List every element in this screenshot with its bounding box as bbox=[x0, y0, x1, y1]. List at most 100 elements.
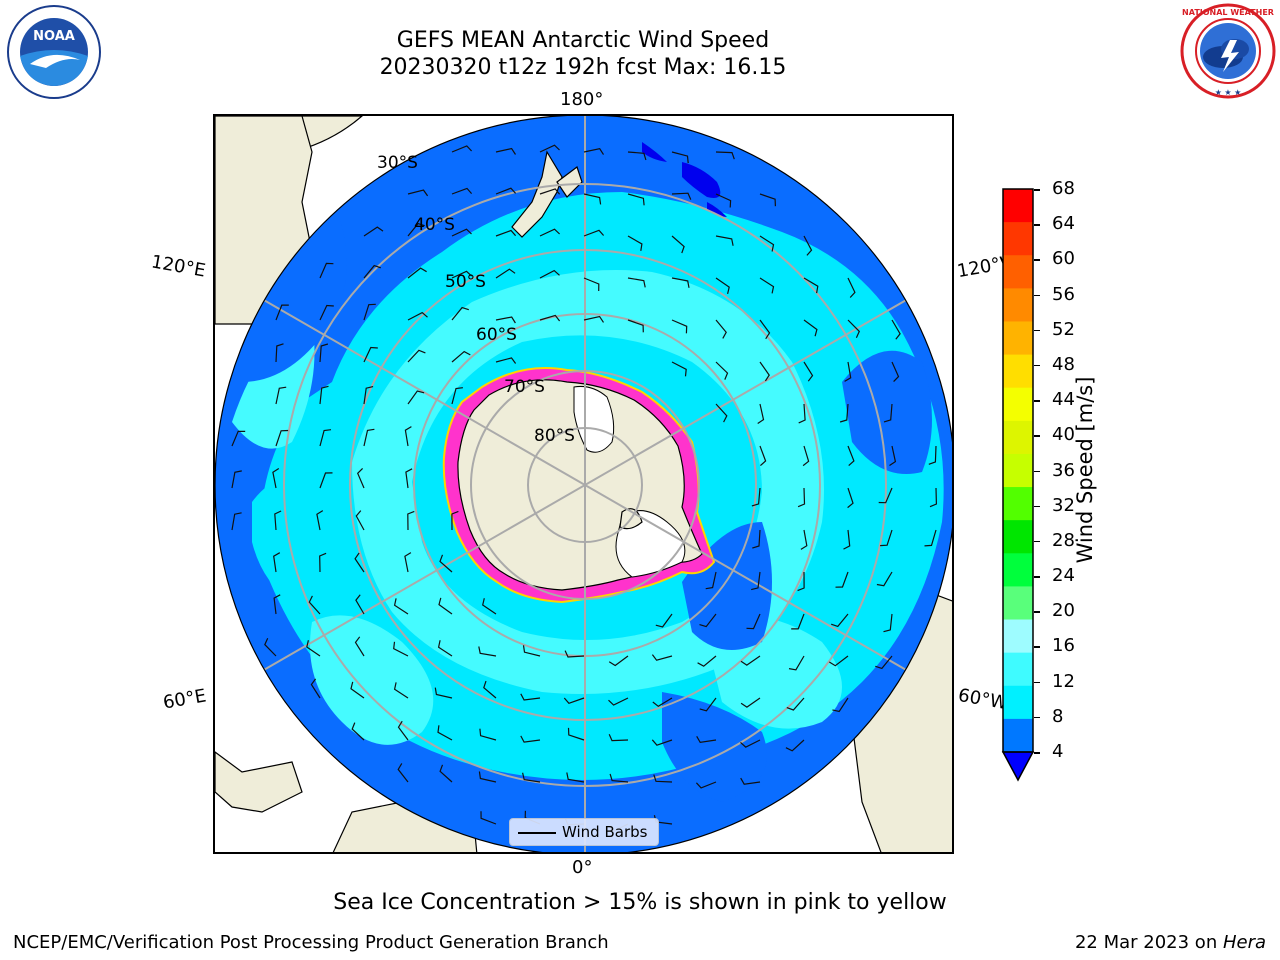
wind-barb bbox=[785, 739, 805, 752]
wind-barb bbox=[651, 654, 673, 661]
wind-barb bbox=[495, 147, 517, 155]
wind-barb bbox=[752, 529, 761, 549]
wind-barb bbox=[437, 640, 453, 657]
wind-barb bbox=[275, 429, 289, 447]
colorbar-segment bbox=[1003, 420, 1033, 455]
wind-barb bbox=[319, 385, 329, 405]
colorbar-tick-mark bbox=[1034, 224, 1040, 226]
wind-barb bbox=[671, 277, 690, 288]
colorbar-tick-label: 52 bbox=[1052, 318, 1075, 340]
wind-barb bbox=[889, 445, 897, 467]
wind-barb bbox=[608, 697, 629, 706]
colorbar-tick-mark bbox=[1034, 259, 1040, 261]
wind-barb bbox=[839, 403, 849, 423]
wind-barb bbox=[715, 235, 734, 246]
colorbar-segment bbox=[1003, 288, 1033, 322]
wind-barb bbox=[627, 193, 645, 206]
colorbar-segment bbox=[1003, 189, 1033, 223]
colorbar-tick-mark bbox=[1034, 752, 1040, 754]
wind-barb bbox=[759, 445, 767, 467]
wind-barb bbox=[740, 697, 761, 708]
wind-barb bbox=[563, 697, 585, 705]
wind-barb bbox=[797, 487, 806, 508]
lat-label-40s: 40°S bbox=[414, 215, 455, 235]
wind-barb bbox=[797, 571, 805, 592]
wind-barb bbox=[876, 571, 893, 587]
colorbar-segment bbox=[1003, 354, 1033, 389]
wind-barb bbox=[231, 470, 242, 489]
wind-barb bbox=[583, 193, 602, 205]
wind-barb bbox=[539, 314, 561, 322]
wind-barb bbox=[451, 187, 473, 195]
wind-barb bbox=[847, 487, 854, 509]
colorbar-tick-label: 8 bbox=[1052, 705, 1064, 727]
wind-barb bbox=[354, 636, 365, 657]
wind-barb bbox=[272, 467, 280, 489]
footer-date-text: 22 Mar 2023 on bbox=[1074, 932, 1223, 953]
chart-subtitle-run-info: 20230320 t12z 192h fcst Max: 16.15 bbox=[379, 55, 787, 80]
wind-barb bbox=[875, 655, 893, 670]
wind-barb bbox=[407, 349, 426, 363]
wind-barb bbox=[356, 467, 365, 489]
wind-barb bbox=[495, 187, 517, 195]
wind-barb bbox=[715, 151, 735, 160]
colorbar-segment bbox=[1003, 222, 1033, 256]
wind-barb bbox=[483, 680, 497, 699]
wind-barb bbox=[746, 613, 761, 630]
colorbar-segment bbox=[1003, 685, 1033, 720]
wind-barb bbox=[520, 735, 541, 743]
wind-barb bbox=[363, 226, 384, 237]
colorbar-segment bbox=[1003, 619, 1033, 654]
lat-label-30s: 30°S bbox=[377, 153, 418, 173]
wind-barb bbox=[319, 472, 333, 489]
wind-barb bbox=[627, 277, 646, 288]
wind-barb bbox=[393, 598, 409, 615]
colorbar-segment bbox=[1003, 387, 1033, 422]
svg-text:NATIONAL WEATHER: NATIONAL WEATHER bbox=[1182, 8, 1274, 17]
wind-barb bbox=[751, 487, 761, 507]
wind-barb bbox=[407, 189, 429, 197]
wind-barb bbox=[567, 727, 585, 741]
wind-barb bbox=[539, 188, 561, 195]
noaa-logo: NOAA bbox=[7, 5, 101, 99]
wind-barb bbox=[627, 151, 647, 161]
footer-host: Hera bbox=[1222, 932, 1266, 953]
colorbar-tick-mark bbox=[1034, 540, 1040, 543]
wind-barb bbox=[351, 722, 365, 741]
wind-barb bbox=[522, 645, 541, 657]
wind-barb bbox=[275, 343, 284, 363]
wind-barb bbox=[231, 430, 246, 447]
wind-barb bbox=[583, 148, 605, 155]
colorbar-tick-label: 48 bbox=[1052, 353, 1075, 375]
wind-barb bbox=[715, 319, 727, 339]
wind-barb bbox=[495, 229, 517, 237]
colorbar-tick-mark bbox=[1034, 681, 1040, 684]
wind-barb bbox=[653, 774, 673, 783]
wind-barb bbox=[699, 613, 717, 628]
wind-barb bbox=[831, 613, 849, 628]
wind-barb bbox=[393, 682, 409, 699]
wind-barb bbox=[803, 277, 819, 294]
wind-barb bbox=[363, 264, 381, 279]
wind-barb bbox=[715, 193, 732, 208]
colorbar-outline bbox=[1002, 188, 1034, 753]
wind-barb bbox=[847, 277, 856, 298]
colorbar-tick-mark bbox=[1034, 294, 1040, 297]
colorbar-tick-label: 56 bbox=[1052, 283, 1075, 305]
wind-barb bbox=[354, 552, 365, 573]
wind-barb bbox=[539, 144, 560, 153]
colorbar-tick-mark bbox=[1034, 329, 1040, 332]
wind-barb bbox=[828, 655, 849, 667]
wind-barb bbox=[363, 303, 376, 321]
wind-barb bbox=[273, 594, 281, 615]
wind-barb bbox=[803, 319, 818, 337]
wind-barb bbox=[407, 222, 425, 237]
wind-barb bbox=[355, 594, 365, 615]
footer-producer: NCEP/EMC/Verification Post Processing Pr… bbox=[13, 932, 609, 953]
wind-barb bbox=[451, 387, 463, 405]
wind-barb bbox=[264, 637, 277, 657]
wind-barb bbox=[306, 640, 321, 657]
map-panel: 30°S 40°S 50°S 60°S 70°S 80°S bbox=[213, 114, 954, 854]
antarctica bbox=[442, 367, 716, 604]
footer-date: 22 Mar 2023 on Hera bbox=[1075, 932, 1266, 953]
